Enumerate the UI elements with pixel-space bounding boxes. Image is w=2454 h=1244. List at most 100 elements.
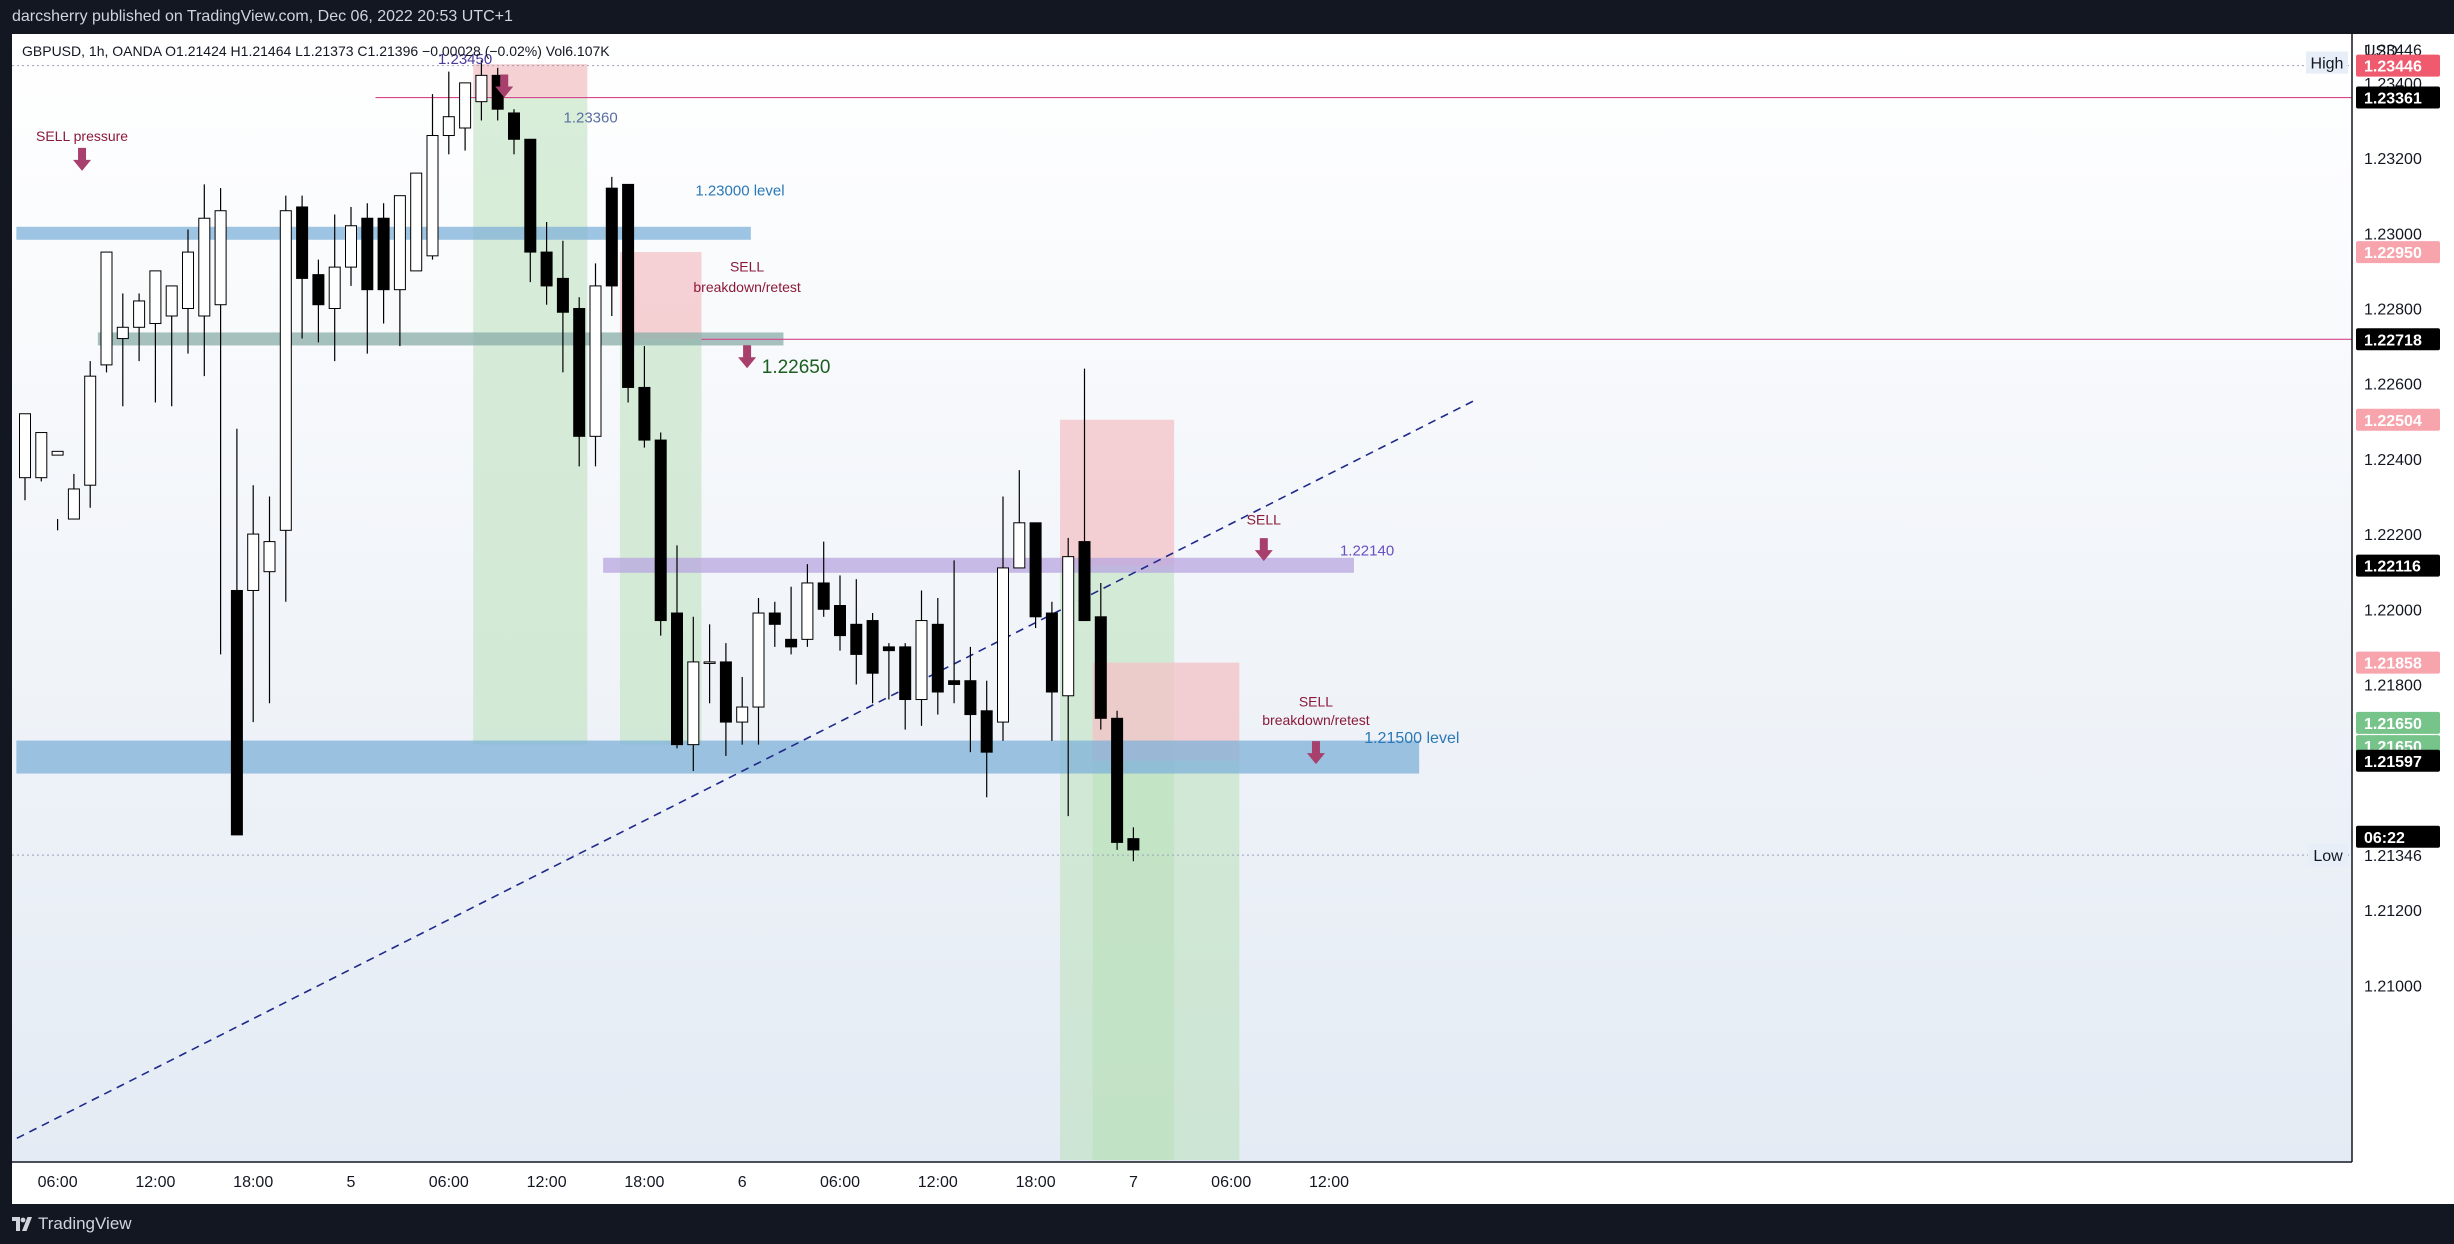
zone-1-22650-support	[97, 332, 784, 346]
position-risk-zone	[473, 64, 588, 97]
candle-up	[133, 300, 146, 328]
price-tag-bg	[2356, 711, 2440, 734]
price-tag-bg	[2356, 408, 2440, 431]
sell-pressure-label: SELL pressure	[36, 128, 128, 144]
candle-down	[1111, 717, 1124, 843]
candle-down	[556, 277, 569, 313]
candle-up	[67, 488, 80, 520]
chart-container[interactable]: SELL pressure 1.23000 level 1.23450 1.23360…	[12, 34, 2454, 1204]
candle-up	[426, 135, 439, 257]
candle-up	[1013, 522, 1026, 569]
candle-down	[524, 138, 537, 253]
candle-up	[1062, 556, 1075, 697]
candle-up	[182, 251, 194, 309]
candle-down	[1094, 616, 1107, 719]
candle-down	[882, 646, 895, 652]
candle-up	[149, 270, 162, 325]
candle-down	[768, 612, 781, 625]
sell-retest-arrow-1	[738, 345, 757, 369]
publish-line: darcsherry published on TradingView.com,…	[12, 8, 513, 25]
y-tick-label: 1.22600	[2364, 377, 2422, 394]
price-tag: 1.23446	[2364, 59, 2422, 76]
price-tag-bg	[2356, 554, 2440, 577]
candle-up	[442, 116, 455, 137]
sell-mid-label: SELL	[1247, 512, 1281, 528]
candle-up	[752, 612, 765, 708]
x-tick-label: 12:00	[135, 1174, 175, 1191]
candle-up	[345, 225, 357, 268]
price-tag-bg	[2356, 825, 2440, 848]
price-tag: 06:22	[2364, 830, 2405, 847]
price-tag-bg	[2356, 328, 2440, 351]
x-tick-label: 18:00	[233, 1174, 273, 1191]
candle-down	[296, 206, 309, 279]
candle-up	[116, 326, 129, 340]
candle-up	[410, 172, 423, 272]
candle-down	[508, 112, 520, 140]
price-tag: 1.21650	[2364, 716, 2422, 733]
candle-up	[279, 210, 292, 531]
publish-header: darcsherry published on TradingView.com,…	[0, 0, 2454, 34]
price-tag: 1.22718	[2364, 332, 2422, 349]
price-tag: 1.22116	[2364, 559, 2421, 576]
candle-down	[948, 680, 961, 685]
candle-down	[785, 638, 798, 648]
sell-retest-2-sublabel: breakdown/retest	[1262, 712, 1370, 728]
candle-down	[980, 710, 993, 753]
sell-retest-1-sublabel: breakdown/retest	[693, 279, 801, 295]
tradingview-logo-icon	[12, 1217, 32, 1231]
x-tick-label: 6	[738, 1174, 747, 1191]
zone-1-22140-level	[603, 557, 1354, 573]
low-value: 1.21346	[2364, 848, 2422, 865]
x-tick-label: 18:00	[1016, 1174, 1056, 1191]
candle-down	[834, 605, 846, 637]
x-tick-label: 12:00	[1309, 1174, 1349, 1191]
sell-pressure-arrow	[73, 147, 92, 171]
price-tag: 1.23361	[2364, 91, 2422, 108]
price-tag-bg	[2356, 54, 2440, 77]
candle-up	[247, 533, 260, 591]
time-axis	[12, 1162, 2454, 1204]
candle-up	[84, 375, 97, 486]
y-tick-label: 1.21000	[2364, 978, 2422, 995]
x-tick-label: 06:00	[429, 1174, 469, 1191]
low-label: Low	[2313, 848, 2343, 865]
candle-up	[165, 285, 178, 317]
level-23450-label: 1.23450	[438, 51, 492, 68]
chart-canvas[interactable]: SELL pressure 1.23000 level 1.23450 1.23360…	[12, 34, 2454, 1204]
position-risk-zone	[1060, 419, 1175, 566]
candle-down	[377, 217, 390, 291]
candle-down	[899, 646, 912, 701]
sell-retest-arrow-2	[1306, 741, 1325, 765]
candle-up	[100, 251, 113, 366]
price-tag: 1.21597	[2364, 754, 2422, 771]
sell-retest-1-label: SELL	[730, 259, 764, 275]
y-tick-label: 1.23200	[2364, 151, 2422, 168]
candle-down	[817, 582, 830, 610]
level-22650-label: 1.22650	[762, 357, 831, 378]
price-tag-bg	[2356, 241, 2440, 264]
high-label: High	[2311, 56, 2344, 73]
candle-down	[719, 661, 732, 723]
tradingview-brand: TradingView	[38, 1214, 132, 1233]
candle-up	[736, 706, 749, 723]
candle-up	[687, 661, 700, 746]
candle-down	[1045, 612, 1058, 693]
candle-down	[540, 251, 553, 287]
price-tag: 1.22504	[2364, 413, 2422, 430]
zone-1-21500-level	[16, 740, 1420, 774]
candle-up	[703, 661, 716, 664]
candle-up	[589, 285, 602, 437]
y-tick-label: 1.22000	[2364, 602, 2422, 619]
candle-up	[214, 210, 227, 306]
price-axis	[2352, 34, 2454, 1204]
candle-down	[850, 623, 863, 655]
candle-down	[230, 589, 243, 836]
candle-down	[638, 386, 651, 441]
candle-up	[263, 541, 276, 573]
low-label-bg	[2308, 844, 2348, 867]
sell-retest-2-label: SELL	[1299, 693, 1333, 709]
candle-up	[915, 620, 928, 701]
footer-bar: TradingView	[0, 1205, 2454, 1244]
tradingview-logo[interactable]: TradingView	[12, 1214, 132, 1234]
